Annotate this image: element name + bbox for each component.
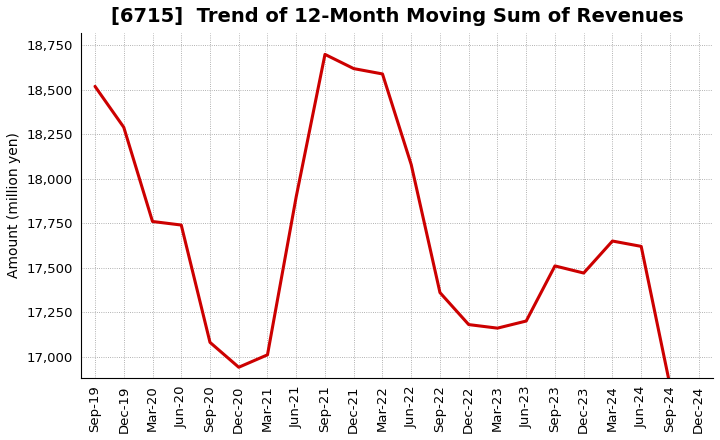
Y-axis label: Amount (million yen): Amount (million yen) <box>7 132 21 279</box>
Title: [6715]  Trend of 12-Month Moving Sum of Revenues: [6715] Trend of 12-Month Moving Sum of R… <box>111 7 683 26</box>
